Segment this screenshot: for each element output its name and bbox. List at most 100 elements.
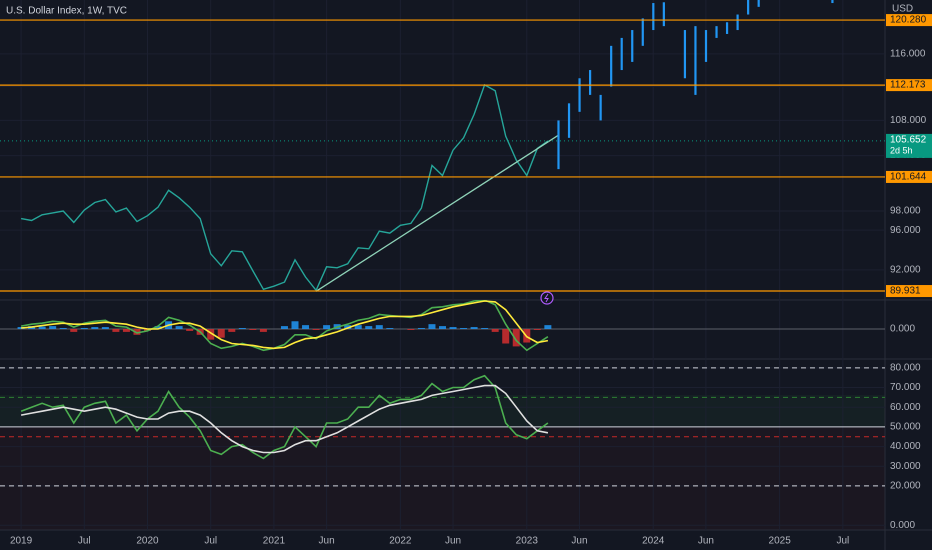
y-tick-label: 96.000: [890, 225, 921, 236]
histogram-bar: [133, 329, 141, 335]
histogram-bar: [38, 326, 46, 329]
histogram-bar: [481, 328, 489, 329]
histogram-bar: [533, 329, 541, 330]
rsi-upper-zone: [0, 395, 885, 427]
projection-bar: [641, 18, 644, 46]
x-tick-label: 2024: [642, 536, 665, 547]
level-price-label: 89.931: [890, 286, 921, 297]
histogram-bar: [186, 329, 194, 331]
histogram-bar: [365, 326, 373, 329]
projection-bar: [694, 26, 697, 95]
histogram-bar: [17, 327, 25, 329]
level-price-label: 112.173: [890, 80, 926, 91]
histogram-bar: [249, 329, 257, 330]
projection-bar: [715, 26, 718, 38]
symbol-title: U.S. Dollar Index, 1W, TVC: [6, 6, 127, 17]
histogram-bar: [154, 326, 162, 329]
x-tick-label: 2022: [389, 536, 412, 547]
y-tick-label: 40.000: [890, 441, 921, 452]
histogram-bar: [80, 328, 88, 329]
projection-bar: [652, 3, 655, 31]
level-price-box: [886, 79, 932, 92]
bar-countdown: 2d 5h: [890, 145, 913, 155]
histogram-bar: [428, 324, 436, 329]
histogram-bar: [217, 329, 225, 338]
x-tick-label: 2020: [136, 536, 159, 547]
y-tick-label: 60.000: [890, 402, 921, 413]
x-tick-label: Jul: [836, 536, 849, 547]
x-tick-label: 2023: [516, 536, 539, 547]
histogram-bar: [238, 328, 246, 329]
x-tick-label: Jun: [445, 536, 461, 547]
histogram-bar: [175, 326, 183, 329]
projection-bar: [747, 0, 750, 15]
projection-bar: [662, 2, 665, 27]
histogram-bar: [112, 329, 120, 332]
histogram-bar: [502, 329, 510, 344]
histogram-bar: [344, 325, 352, 329]
histogram-bar: [417, 328, 425, 329]
histogram-bar: [460, 328, 468, 329]
pane: [0, 300, 885, 352]
trend-line: [315, 134, 559, 292]
x-tick-label: 2019: [10, 536, 33, 547]
projection-bar: [599, 94, 602, 121]
projection-bar: [631, 30, 634, 62]
histogram-bar: [259, 329, 267, 332]
y-tick-label: 92.000: [890, 264, 921, 275]
projection-bar: [736, 14, 739, 31]
y-tick-label: 108.000: [890, 115, 927, 126]
level-price-label: 120.280: [890, 15, 927, 26]
histogram-bar: [280, 326, 288, 329]
histogram-bar: [491, 329, 499, 332]
histogram-bar: [354, 325, 362, 329]
y-tick-label: 50.000: [890, 422, 921, 433]
histogram-bar: [122, 329, 130, 332]
projection-bar: [578, 78, 581, 112]
projection-bar: [557, 120, 560, 170]
y-tick-label: 0.000: [890, 520, 915, 531]
level-price-label: 101.644: [890, 172, 927, 183]
last-price-box: [886, 133, 932, 158]
last-price-label: 105.652: [890, 135, 927, 146]
projection-bar: [589, 70, 592, 95]
level-price-box: [886, 14, 932, 27]
histogram-bar: [470, 327, 478, 329]
y-tick-label: 70.000: [890, 382, 921, 393]
projection-bar: [704, 30, 708, 62]
x-tick-label: Jul: [78, 536, 91, 547]
x-tick-label: 2021: [263, 536, 286, 547]
histogram-bar: [386, 328, 394, 329]
pane: [0, 0, 885, 292]
currency: USD: [892, 4, 913, 15]
projection-bar: [831, 0, 834, 4]
histogram-bar: [302, 325, 310, 329]
level-price-box: [886, 285, 932, 298]
x-tick-label: Jun: [571, 536, 587, 547]
histogram-bar: [91, 327, 99, 329]
macd-line: [21, 300, 549, 350]
x-tick-label: 2025: [769, 536, 792, 547]
histogram-bar: [407, 329, 415, 330]
indicator-line: [20, 384, 549, 454]
price-line: [20, 83, 549, 292]
histogram-bar: [49, 326, 57, 329]
histogram-bar: [512, 329, 520, 347]
projection-bar: [620, 37, 623, 71]
histogram-bar: [375, 325, 383, 329]
y-tick-label: 98.000: [890, 206, 921, 217]
y-tick-label: 80.000: [890, 363, 921, 374]
y-tick-label: 116.000: [890, 48, 926, 59]
projection-bar: [567, 103, 571, 138]
y-tick-label: 30.000: [890, 461, 921, 472]
histogram-bar: [291, 321, 299, 329]
projection-bar: [683, 30, 687, 79]
histogram-bar: [312, 329, 320, 330]
histogram-bar: [207, 329, 215, 340]
event-icon-bolt: [544, 293, 549, 303]
projection-bar: [725, 22, 729, 34]
histogram-bar: [449, 327, 457, 329]
